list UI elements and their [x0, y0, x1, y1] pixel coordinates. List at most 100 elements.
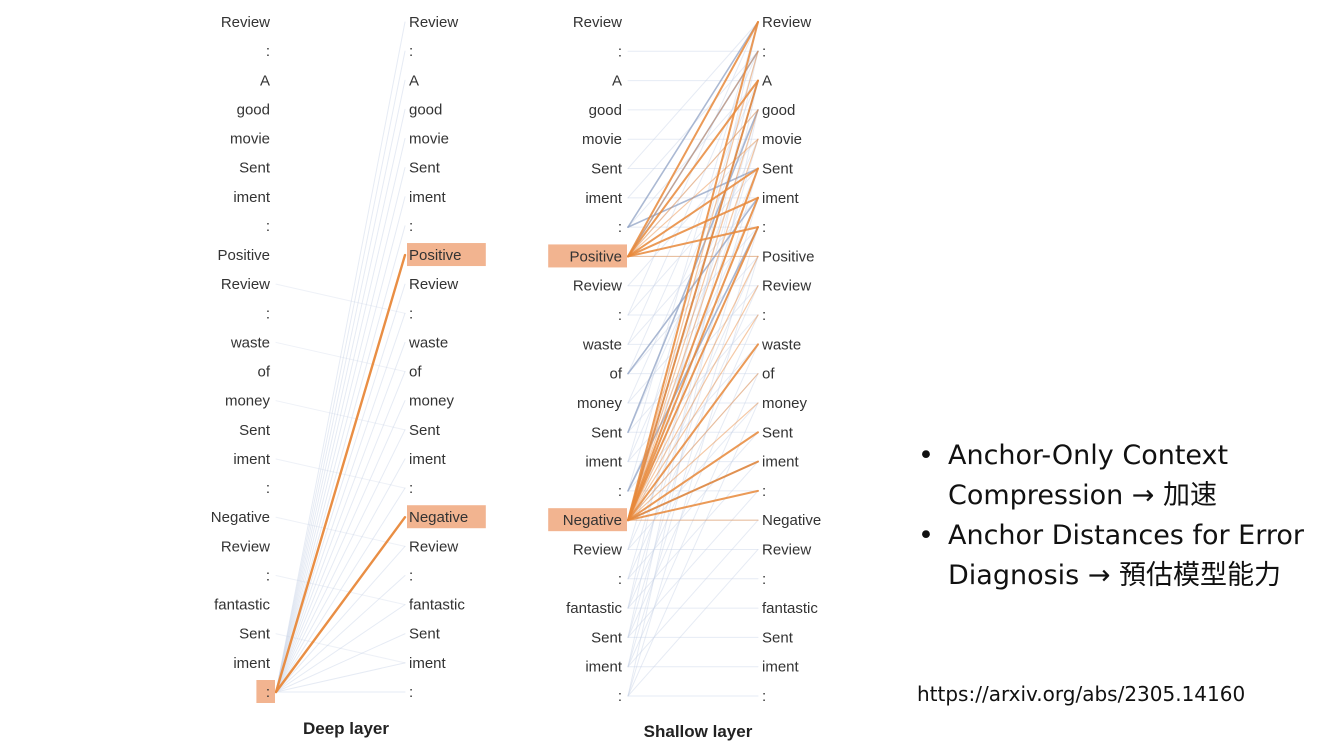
token-label: Review	[221, 14, 270, 31]
bullet-item: • Anchor Distances for Error Diagnosis → …	[916, 516, 1316, 596]
faint-connection-line	[627, 255, 759, 550]
faint-connection-line	[627, 109, 759, 257]
faint-connection-line	[275, 574, 406, 693]
anchor-connection-line	[627, 79, 759, 258]
faint-connection-line	[275, 458, 406, 693]
token-label: Review	[409, 14, 458, 31]
token-label: :	[618, 571, 622, 588]
token-label: Sent	[409, 160, 441, 177]
bullet-item: • Anchor-Only Context Compression → 加速	[916, 436, 1316, 516]
token-label: Sent	[409, 626, 441, 643]
token-label: Negative	[211, 509, 270, 526]
token-label: :	[618, 688, 622, 705]
token-label: of	[762, 366, 775, 383]
token-label: :	[266, 684, 270, 701]
anchor-connection-line	[627, 109, 759, 521]
token-label: money	[762, 395, 808, 412]
token-label: Sent	[591, 629, 623, 646]
token-label: :	[266, 480, 270, 497]
highlight-box	[407, 505, 486, 529]
faint-connection-line	[275, 167, 406, 693]
token-label: fantastic	[409, 597, 465, 614]
highlight-box	[548, 244, 627, 268]
token-label: waste	[230, 334, 270, 351]
token-label: :	[618, 219, 622, 236]
faint-connection-line	[275, 429, 406, 693]
anchor-connection-line	[627, 343, 759, 522]
faint-connection-line	[275, 371, 406, 693]
token-label: Negative	[409, 509, 468, 526]
token-label: Negative	[563, 512, 622, 529]
token-label: iment	[762, 190, 800, 207]
token-label: Positive	[217, 247, 270, 264]
token-label: iment	[585, 454, 623, 471]
paper-link[interactable]: https://arxiv.org/abs/2305.14160	[917, 682, 1246, 706]
token-label: :	[762, 483, 766, 500]
token-label: :	[618, 483, 622, 500]
token-label: iment	[409, 451, 447, 468]
anchor-connection-line	[627, 196, 759, 258]
faint-connection-line	[275, 283, 406, 314]
token-label: Positive	[762, 248, 815, 265]
token-label: Review	[221, 538, 270, 555]
anchor-connection-line	[627, 489, 759, 522]
anchor-connection-line	[627, 373, 759, 521]
anchor-connection-line	[627, 138, 759, 258]
token-label: A	[260, 72, 270, 89]
token-label: A	[612, 73, 622, 90]
token-label: A	[762, 73, 772, 90]
token-label: Review	[762, 541, 811, 558]
token-label: :	[266, 305, 270, 322]
token-label: Sent	[239, 626, 271, 643]
token-label: :	[762, 688, 766, 705]
anchor-connection-line	[274, 253, 407, 694]
faint-connection-line	[627, 226, 759, 668]
faint-connection-line	[275, 21, 406, 693]
faint-connection-line	[275, 633, 406, 664]
faint-connection-line	[275, 487, 406, 693]
faint-connection-line	[275, 662, 406, 693]
token-label: :	[409, 567, 413, 584]
token-label: money	[577, 395, 623, 412]
token-label: :	[409, 480, 413, 497]
anchor-connection-line	[627, 196, 759, 522]
anchor-connection-line	[627, 402, 759, 521]
faint-connection-line	[627, 490, 759, 638]
faint-connection-line	[627, 314, 759, 609]
anchor-connection-line	[627, 167, 759, 258]
faint-connection-line	[275, 545, 406, 693]
token-label: good	[237, 101, 270, 118]
token-label: :	[409, 684, 413, 701]
blue-connection-line	[627, 21, 759, 228]
faint-connection-line	[275, 225, 406, 693]
faint-connection-line	[275, 312, 406, 693]
token-label: good	[409, 101, 442, 118]
token-label: iment	[409, 189, 447, 206]
token-label: :	[266, 218, 270, 235]
token-label: of	[409, 364, 422, 381]
faint-connection-line	[275, 574, 406, 606]
token-label: movie	[582, 131, 622, 148]
token-label: Review	[573, 14, 622, 31]
token-label: waste	[408, 334, 448, 351]
token-label: :	[618, 43, 622, 60]
token-label: iment	[233, 451, 271, 468]
token-label: :	[762, 307, 766, 324]
token-label: iment	[233, 189, 271, 206]
anchor-connection-line	[627, 167, 759, 522]
highlight-box	[407, 243, 486, 267]
bullet-text: Anchor Distances for Error Diagnosis → 預…	[948, 520, 1304, 591]
token-label: fantastic	[214, 597, 270, 614]
faint-connection-line	[627, 373, 759, 521]
anchor-connection-line	[627, 226, 759, 522]
token-label: fantastic	[566, 600, 622, 617]
token-label: :	[266, 567, 270, 584]
token-label: movie	[230, 131, 270, 148]
faint-connection-line	[627, 519, 759, 668]
anchor-connection-line	[627, 314, 759, 521]
token-label: Sent	[591, 161, 623, 178]
bullet-text: Anchor-Only Context Compression → 加速	[948, 440, 1229, 511]
faint-connection-line	[275, 50, 406, 693]
token-label: :	[762, 571, 766, 588]
